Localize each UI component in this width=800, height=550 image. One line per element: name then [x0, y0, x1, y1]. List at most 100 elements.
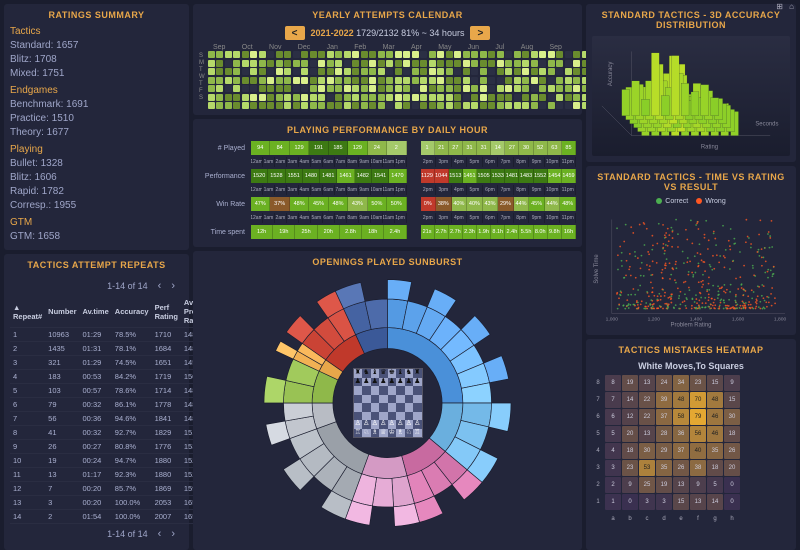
- calendar-day-cell[interactable]: [386, 68, 393, 75]
- calendar-day-cell[interactable]: [267, 102, 274, 109]
- heatmap-cell[interactable]: 35: [707, 443, 723, 459]
- calendar-day-cell[interactable]: [463, 94, 470, 101]
- calendar-day-cell[interactable]: [488, 68, 495, 75]
- heatmap-cell[interactable]: 4: [605, 443, 621, 459]
- calendar-day-cell[interactable]: [344, 77, 351, 84]
- calendar-day-cell[interactable]: [369, 94, 376, 101]
- calendar-day-cell[interactable]: [259, 77, 266, 84]
- calendar-day-cell[interactable]: [233, 85, 240, 92]
- calendar-day-cell[interactable]: [412, 102, 419, 109]
- heatmap-cell[interactable]: 12: [622, 409, 638, 425]
- calendar-day-cell[interactable]: [361, 85, 368, 92]
- calendar-day-cell[interactable]: [250, 94, 257, 101]
- calendar-day-cell[interactable]: [233, 68, 240, 75]
- calendar-day-cell[interactable]: [454, 68, 461, 75]
- calendar-day-cell[interactable]: [378, 85, 385, 92]
- calendar-day-cell[interactable]: [497, 60, 504, 67]
- calendar-day-cell[interactable]: [318, 60, 325, 67]
- heatmap-cell[interactable]: 36: [673, 426, 689, 442]
- calendar-day-cell[interactable]: [403, 68, 410, 75]
- calendar-day-cell[interactable]: [352, 85, 359, 92]
- calendar-day-cell[interactable]: [420, 68, 427, 75]
- calendar-day-cell[interactable]: [327, 94, 334, 101]
- table-row[interactable]: 67900:3286.1%17781489: [10, 398, 210, 412]
- calendar-day-cell[interactable]: [301, 94, 308, 101]
- calendar-day-cell[interactable]: [208, 85, 215, 92]
- calendar-day-cell[interactable]: [335, 77, 342, 84]
- calendar-day-cell[interactable]: [522, 51, 529, 58]
- calendar-day-cell[interactable]: [412, 68, 419, 75]
- calendar-day-cell[interactable]: [225, 51, 232, 58]
- calendar-day-cell[interactable]: [378, 51, 385, 58]
- calendar-day-cell[interactable]: [539, 60, 546, 67]
- calendar-day-cell[interactable]: [403, 85, 410, 92]
- calendar-day-cell[interactable]: [335, 102, 342, 109]
- calendar-day-cell[interactable]: [548, 102, 555, 109]
- calendar-day-cell[interactable]: [480, 77, 487, 84]
- calendar-day-cell[interactable]: [488, 102, 495, 109]
- calendar-day-cell[interactable]: [242, 85, 249, 92]
- calendar-day-cell[interactable]: [208, 102, 215, 109]
- heatmap-cell[interactable]: 20: [622, 426, 638, 442]
- heatmap-cell[interactable]: 9: [724, 375, 740, 391]
- table-header[interactable]: Perf Rating: [152, 296, 181, 328]
- calendar-day-cell[interactable]: [267, 60, 274, 67]
- calendar-day-cell[interactable]: [412, 77, 419, 84]
- calendar-day-cell[interactable]: [463, 68, 470, 75]
- calendar-day-cell[interactable]: [284, 60, 291, 67]
- scatter-chart[interactable]: Problem Rating Solve Time 1,0001,2001,40…: [592, 209, 790, 329]
- heatmap-cell[interactable]: 22: [639, 392, 655, 408]
- calendar-day-cell[interactable]: [335, 60, 342, 67]
- calendar-day-cell[interactable]: [454, 51, 461, 58]
- calendar-day-cell[interactable]: [208, 77, 215, 84]
- calendar-day-cell[interactable]: [276, 85, 283, 92]
- calendar-day-cell[interactable]: [293, 60, 300, 67]
- calendar-day-cell[interactable]: [488, 77, 495, 84]
- heatmap-cell[interactable]: 22: [639, 409, 655, 425]
- heatmap-cell[interactable]: 18: [724, 426, 740, 442]
- calendar-day-cell[interactable]: [420, 94, 427, 101]
- calendar-day-cell[interactable]: [488, 60, 495, 67]
- calendar-day-cell[interactable]: [352, 68, 359, 75]
- calendar-day-cell[interactable]: [318, 102, 325, 109]
- heatmap-cell[interactable]: 5: [707, 477, 723, 493]
- table-row[interactable]: 14201:54100.0%20071651: [10, 510, 210, 524]
- calendar-day-cell[interactable]: [386, 51, 393, 58]
- calendar-day-cell[interactable]: [531, 51, 538, 58]
- table-row[interactable]: 75600:3694.6%18411484: [10, 412, 210, 426]
- heatmap-cell[interactable]: 13: [639, 426, 655, 442]
- calendar-day-cell[interactable]: [216, 68, 223, 75]
- calendar-day-cell[interactable]: [556, 68, 563, 75]
- heatmap-cell[interactable]: 14: [707, 494, 723, 510]
- calendar-day-cell[interactable]: [403, 94, 410, 101]
- calendar-day-cell[interactable]: [505, 77, 512, 84]
- calendar-day-cell[interactable]: [369, 102, 376, 109]
- heatmap-cell[interactable]: 0: [622, 494, 638, 510]
- calendar-day-cell[interactable]: [463, 102, 470, 109]
- table-header[interactable]: ▲ Repeat#: [10, 296, 45, 328]
- heatmap-cell[interactable]: 3: [605, 460, 621, 476]
- calendar-day-cell[interactable]: [514, 60, 521, 67]
- calendar-day-cell[interactable]: [216, 102, 223, 109]
- calendar-day-cell[interactable]: [352, 60, 359, 67]
- calendar-day-cell[interactable]: [267, 94, 274, 101]
- heatmap-cell[interactable]: 46: [707, 426, 723, 442]
- calendar-day-cell[interactable]: [208, 60, 215, 67]
- heatmap-cell[interactable]: 58: [673, 409, 689, 425]
- heatmap-cell[interactable]: 2: [605, 477, 621, 493]
- calendar-day-cell[interactable]: [378, 102, 385, 109]
- calendar-day-cell[interactable]: [480, 60, 487, 67]
- calendar-day-cell[interactable]: [318, 94, 325, 101]
- heatmap-cell[interactable]: 3: [639, 494, 655, 510]
- calendar-day-cell[interactable]: [250, 77, 257, 84]
- heatmap-cell[interactable]: 34: [673, 375, 689, 391]
- calendar-day-cell[interactable]: [250, 68, 257, 75]
- heatmap-cell[interactable]: 56: [690, 426, 706, 442]
- calendar-day-cell[interactable]: [318, 51, 325, 58]
- calendar-day-cell[interactable]: [454, 94, 461, 101]
- heatmap-cell[interactable]: 14: [622, 392, 638, 408]
- calendar-day-cell[interactable]: [301, 51, 308, 58]
- calendar-day-cell[interactable]: [352, 77, 359, 84]
- heatmap-cell[interactable]: 29: [656, 443, 672, 459]
- calendar-day-cell[interactable]: [378, 60, 385, 67]
